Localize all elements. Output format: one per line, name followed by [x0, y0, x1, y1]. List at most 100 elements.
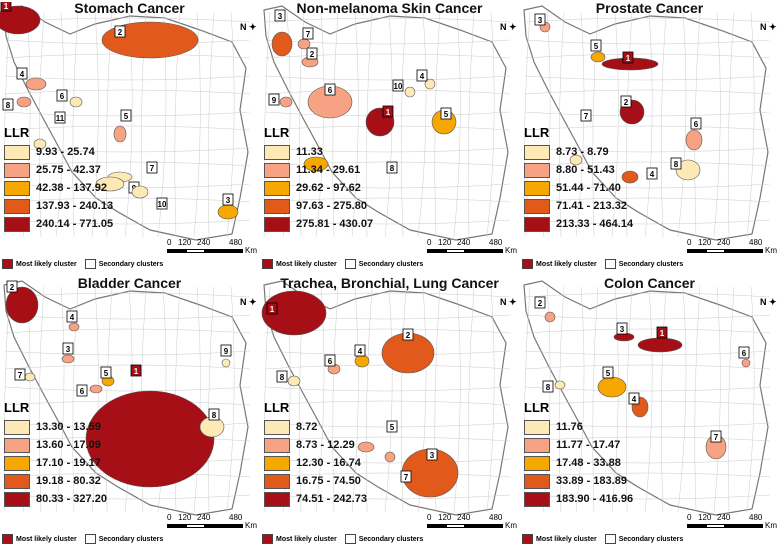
legend-range: 183.90 - 416.96 [556, 493, 634, 505]
district-boundary [713, 11, 721, 238]
cluster-label: 10 [158, 200, 167, 209]
district-boundary [625, 11, 633, 238]
district-boundary [4, 183, 251, 189]
legend-title: LLR [264, 400, 290, 415]
legend-swatch [264, 198, 290, 214]
cluster-8 [303, 156, 329, 172]
cluster-label: 1 [270, 305, 275, 314]
cluster-label: 4 [358, 347, 363, 356]
cluster-9 [95, 176, 125, 192]
scale-bar: 0 120 240 480 Km [687, 238, 779, 255]
legend-title: LLR [4, 125, 30, 140]
district-boundary [524, 183, 771, 189]
legend-range: 275.81 - 430.07 [296, 218, 374, 230]
secondary-label: Secondary clusters [98, 260, 164, 268]
district-boundary [207, 11, 215, 238]
scale-tick: 480 [229, 513, 243, 522]
district-boundary [524, 111, 771, 117]
legend-swatch [524, 198, 550, 214]
most-likely-label: Most likely cluster [16, 260, 77, 268]
most-likely-swatch [262, 259, 273, 269]
cluster-label: 6 [328, 357, 333, 366]
most-likely-label: Most likely cluster [16, 535, 77, 543]
scale-tick: 480 [749, 513, 763, 522]
cluster-label-box [208, 408, 220, 421]
cluster-label: 1 [626, 54, 631, 63]
cluster-label-box [120, 109, 132, 122]
legend-swatch [524, 455, 550, 471]
cluster-label-box [114, 25, 126, 38]
secondary-swatch [84, 534, 96, 544]
district-boundary [365, 286, 373, 513]
cluster-label-box [616, 322, 628, 335]
cluster-5 [357, 441, 375, 453]
legend-range: 16.75 - 74.50 [296, 475, 361, 487]
cluster-2 [5, 286, 39, 324]
cluster-label: 3 [538, 16, 543, 25]
cluster-label-box [602, 366, 614, 379]
cluster-1 [261, 290, 327, 336]
district-boundary [38, 11, 45, 238]
legend-swatch [4, 180, 30, 196]
cluster-label-box [620, 95, 632, 108]
cluster-label: 5 [124, 112, 129, 121]
district-boundary [264, 400, 511, 406]
country-outline [523, 280, 769, 516]
district-boundary [264, 386, 511, 392]
cluster-label: 8 [280, 373, 285, 382]
legend-title: LLR [264, 125, 290, 140]
cluster-7 [384, 451, 396, 463]
llr-legend: LLR 11.33 11.34 - 29.61 29.62 - 97.62 97.63 … [264, 125, 373, 233]
legend-swatch [264, 162, 290, 178]
district-boundary [417, 11, 427, 238]
cluster-label: 5 [606, 369, 611, 378]
cluster-label: 5 [594, 42, 599, 51]
legend-swatch [264, 491, 290, 507]
district-boundary [264, 436, 511, 442]
cluster-label: 4 [420, 72, 425, 81]
map-panel: 1 2 3 4 5 6 7 8 Trachea, Bronchial, Lung Cancer N… [260, 275, 519, 550]
cluster-label-box [400, 470, 412, 483]
legend-row: 11.33 [264, 143, 373, 161]
legend-row: 17.48 - 33.88 [524, 454, 633, 472]
district-boundary [524, 292, 771, 298]
district-boundary [4, 328, 251, 334]
district-boundary [332, 11, 339, 238]
district-boundary [264, 458, 511, 464]
district-boundary [264, 364, 511, 370]
legend-row: 183.90 - 416.96 [524, 490, 633, 508]
district-boundary [264, 494, 511, 500]
district-boundary [264, 183, 511, 189]
scale-ticks: 0 120 240 480 [427, 238, 519, 248]
scale-tick: 120 [438, 513, 452, 522]
district-boundary [38, 286, 45, 513]
legend-row: 137.93 - 240.13 [4, 197, 113, 215]
legend-range: 11.76 [556, 421, 583, 433]
cluster-label-box [690, 117, 702, 130]
cluster-label: 4 [650, 170, 655, 179]
district-boundary [264, 422, 511, 428]
legend-swatch [264, 473, 290, 489]
scale-tick: 120 [438, 238, 452, 247]
legend-range: 12.30 - 16.74 [296, 457, 361, 469]
map-panel: 1 2 3 4 5 6 7 8 Colon Cancer N ✦ LLR 11.76 11.77 - 1… [520, 275, 779, 550]
cluster-5 [113, 125, 127, 143]
scale-unit: Km [765, 521, 777, 530]
cluster-label-box [354, 344, 366, 357]
district-boundary [524, 472, 771, 478]
district-boundary [91, 11, 99, 238]
cluster-label: 7 [306, 30, 311, 39]
scale-tick: 0 [167, 513, 172, 522]
scale-tick: 120 [698, 513, 712, 522]
district-boundary [625, 286, 633, 513]
scale-unit: Km [505, 246, 517, 255]
cluster-label-box [392, 79, 404, 92]
district-boundary [644, 11, 653, 238]
secondary-label: Secondary clusters [358, 535, 424, 543]
scale-tick: 0 [427, 513, 432, 522]
cluster-label-box [534, 13, 546, 26]
cluster-label-box [66, 310, 78, 323]
iran-map: 1 2 3 4 5 6 7 8 [523, 280, 771, 516]
district-boundary [575, 286, 585, 513]
scale-tick: 0 [167, 238, 172, 247]
